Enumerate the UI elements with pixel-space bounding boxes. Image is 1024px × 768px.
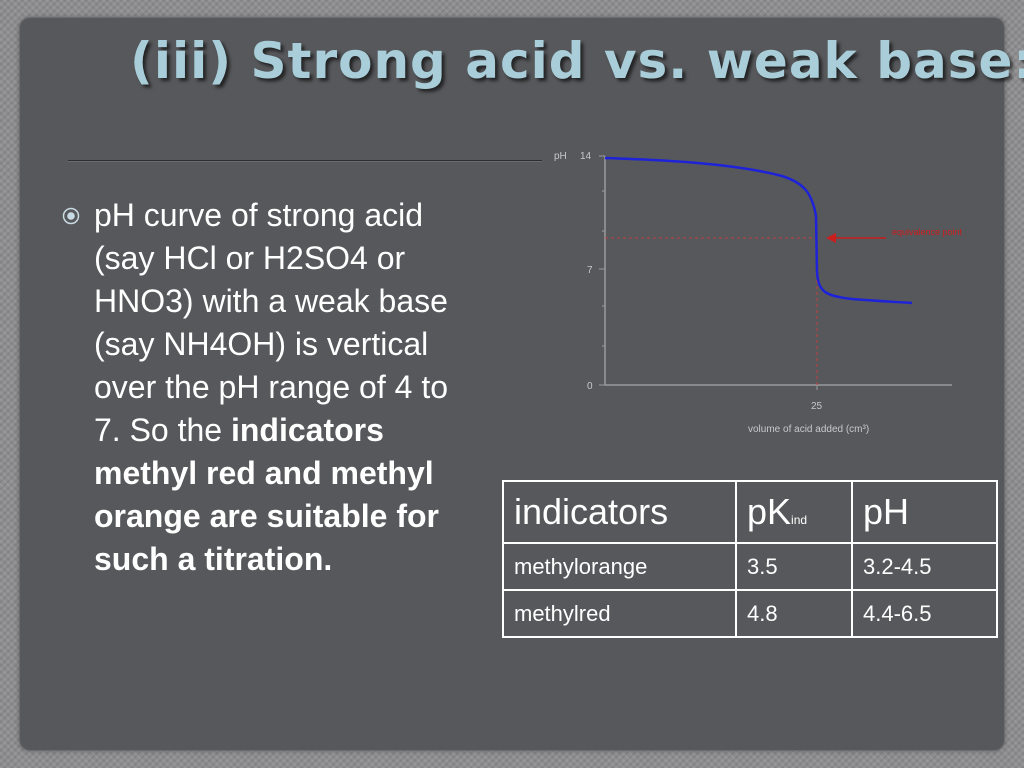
y-tick-label-14: 14: [580, 151, 592, 162]
indicator-table: indicators pKind pH methylorange 3.5 3.2…: [502, 480, 998, 638]
bullet-text: pH curve of strong acid (say HCl or H2SO…: [94, 194, 482, 581]
cell-pkind: 4.8: [735, 589, 853, 638]
y-tick-label-0: 0: [587, 381, 593, 392]
y-tick-label-7: 7: [587, 265, 593, 276]
header-ind-subscript: ind: [791, 513, 808, 527]
table-header-row: indicators pKind pH: [502, 480, 998, 544]
title-divider: [68, 160, 964, 161]
header-pkind: pKind: [735, 480, 853, 544]
bullet-text-regular: pH curve of strong acid (say HCl or H2SO…: [94, 197, 448, 448]
equivalence-point-label: equivalence point: [892, 227, 963, 237]
bullet-item: pH curve of strong acid (say HCl or H2SO…: [62, 194, 482, 581]
cell-pkind: 3.5: [735, 542, 853, 591]
cell-ph-range: 4.4-6.5: [851, 589, 998, 638]
table-row: methylred 4.8 4.4-6.5: [502, 589, 998, 638]
header-ph: pH: [851, 480, 998, 544]
cell-ph-range: 3.2-4.5: [851, 542, 998, 591]
bullet-text-bold: indicators methyl red and methyl orange …: [94, 412, 439, 577]
header-indicators: indicators: [502, 480, 737, 544]
slide-title: (iii) Strong acid vs. weak base:: [130, 32, 1024, 90]
table-row: methylorange 3.5 3.2-4.5: [502, 542, 998, 591]
equivalence-arrow-head: [826, 233, 836, 243]
y-axis-label: pH: [554, 151, 567, 162]
slide: (iii) Strong acid vs. weak base: pH curv…: [20, 18, 1024, 750]
x-tick-label-25: 25: [811, 401, 823, 412]
cell-indicator-name: methylorange: [502, 542, 737, 591]
circle-bullet-icon: [62, 207, 80, 225]
header-pk: pK: [747, 491, 792, 532]
ph-curve-graph: pH 14 7 0 25 volume of acid added (cm³) …: [542, 131, 966, 441]
cell-indicator-name: methylred: [502, 589, 737, 638]
titration-curve: [604, 156, 913, 305]
x-axis-label: volume of acid added (cm³): [748, 424, 869, 435]
